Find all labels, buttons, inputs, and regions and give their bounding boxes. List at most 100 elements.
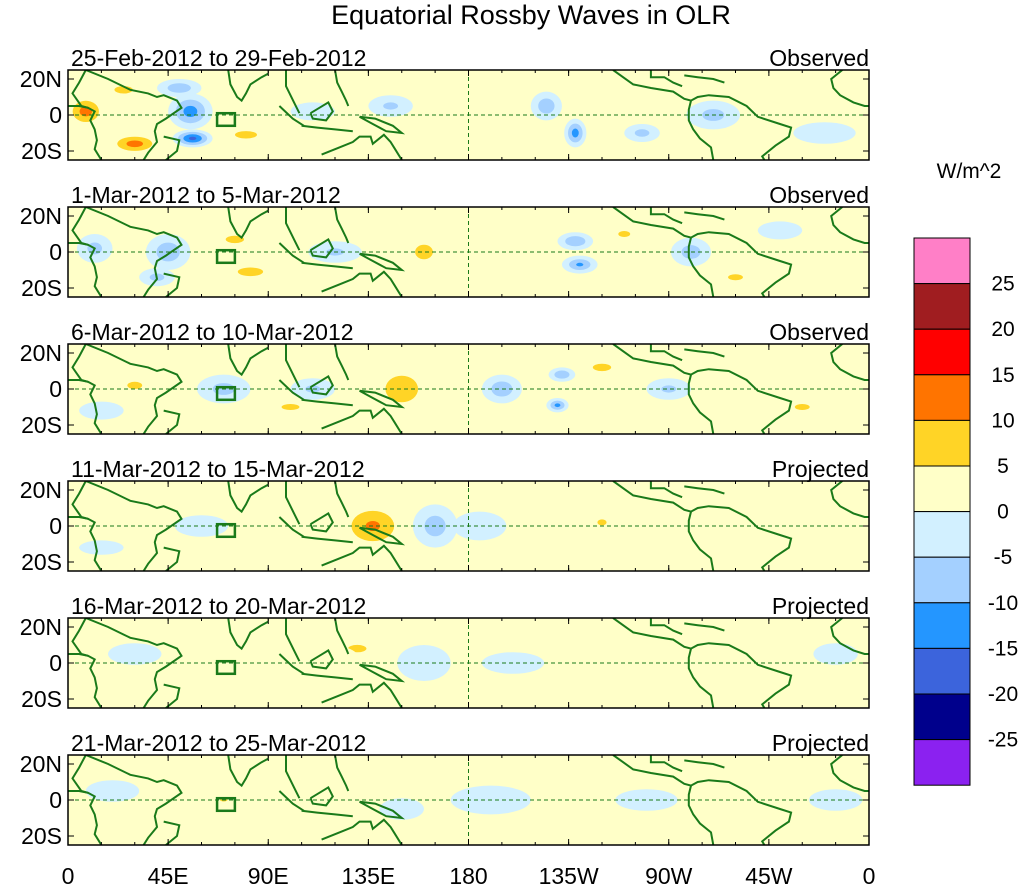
coastline [68,790,89,794]
coastline [68,653,89,657]
coastline [301,398,353,407]
coastline [85,755,183,845]
coastline [85,207,183,297]
coastline [85,618,183,708]
colorbar-swatch [913,647,971,695]
panel-status: Observed [769,45,869,71]
x-tick-label: 45W [745,863,793,889]
colorbar-tick-label: 20 [991,318,1014,341]
anomaly-contour [565,236,586,247]
anomaly-contour [554,370,570,379]
coastline [163,409,181,434]
anomaly-contour [699,819,727,835]
colorbar-tick-label: 15 [991,364,1014,387]
coastline [227,70,269,103]
coastline [71,207,103,297]
coastline [301,261,353,270]
panels: 20N 0 20S 25-Feb-2012 to 29-Feb-2012 Observe… [20,45,870,849]
anomaly-contour [673,540,709,555]
coastline [684,759,725,769]
coastline [684,485,725,495]
anomaly-contour [383,102,399,110]
anomaly-contour [108,643,162,665]
panel: 20N 0 20S 16-Mar-2012 to 20-Mar-2012 Project… [20,593,870,712]
coastline [68,379,89,383]
coastline [285,70,301,114]
panel-status: Projected [772,456,869,482]
coastline [321,133,403,160]
panel-date-range: 21-Mar-2012 to 25-Mar-2012 [71,730,366,756]
coastline [227,207,269,240]
colorbar-swatch [913,739,971,786]
coastline [309,100,334,122]
coastline [334,70,350,107]
panel-date-range: 25-Feb-2012 to 29-Feb-2012 [71,45,366,71]
coastline [649,207,683,225]
coastline [687,785,715,845]
coastline [649,344,683,362]
anomaly-contour [188,136,197,141]
coastline [227,618,269,651]
anomaly-field [79,358,825,420]
coastline [85,70,183,160]
coastline [309,648,334,670]
reference-box [215,385,237,402]
coastline [649,618,683,636]
coastlines [68,70,869,160]
anomaly-contour [813,643,858,665]
coastline [687,237,715,297]
coastline [684,74,725,84]
anomaly-contour [571,128,579,138]
reference-box [215,111,237,128]
colorbar-swatch [913,511,971,558]
coastline [285,481,301,525]
coastline [612,618,793,708]
anomaly-contour [615,789,678,811]
panel-status: Observed [769,182,869,208]
y-tick-label: 20N [20,477,62,503]
anomaly-contour [268,360,322,375]
coastline [163,683,181,708]
colorbar-swatch [913,374,971,421]
coastline [687,100,715,160]
panel-date-range: 6-Mar-2012 to 10-Mar-2012 [71,319,354,345]
anomaly-contour [661,385,677,393]
y-tick-label: 0 [49,650,62,676]
anomaly-contour [85,780,140,802]
reference-box [215,659,237,676]
y-tick-label: 20S [21,412,62,438]
panel-status: Projected [772,593,869,619]
y-tick-label: 20S [21,275,62,301]
colorbar-tick-label: 25 [991,273,1014,296]
anomaly-contour [757,221,803,240]
coastline [285,207,301,251]
coastlines [68,755,869,845]
anomaly-contour [506,262,542,278]
colorbar-tick-label: -10 [988,592,1018,615]
panel-date-range: 1-Mar-2012 to 5-Mar-2012 [71,182,341,208]
x-tick-label: 135W [539,863,599,889]
coastlines [68,344,869,434]
coastline [612,207,793,297]
coastline [301,672,353,681]
anomaly-contour [127,381,143,389]
coastline [334,755,350,792]
panel: 20N 0 20S 6-Mar-2012 to 10-Mar-2012 Observed [20,319,870,438]
coastline [334,344,350,381]
coastline [309,511,334,533]
y-tick-label: 20S [21,549,62,575]
coastline [68,242,89,246]
anomaly-contour [713,664,758,683]
coastline [163,820,181,845]
anomaly-contour [448,125,511,141]
coastline [684,622,725,632]
anomaly-contour [618,231,631,237]
colorbar-tick-label: -25 [988,729,1018,752]
coastline [163,135,181,160]
coastline [612,344,793,434]
coastline [227,481,269,514]
anomaly-contour [634,129,650,137]
coastline [649,755,683,773]
panel-date-range: 11-Mar-2012 to 15-Mar-2012 [71,456,365,482]
